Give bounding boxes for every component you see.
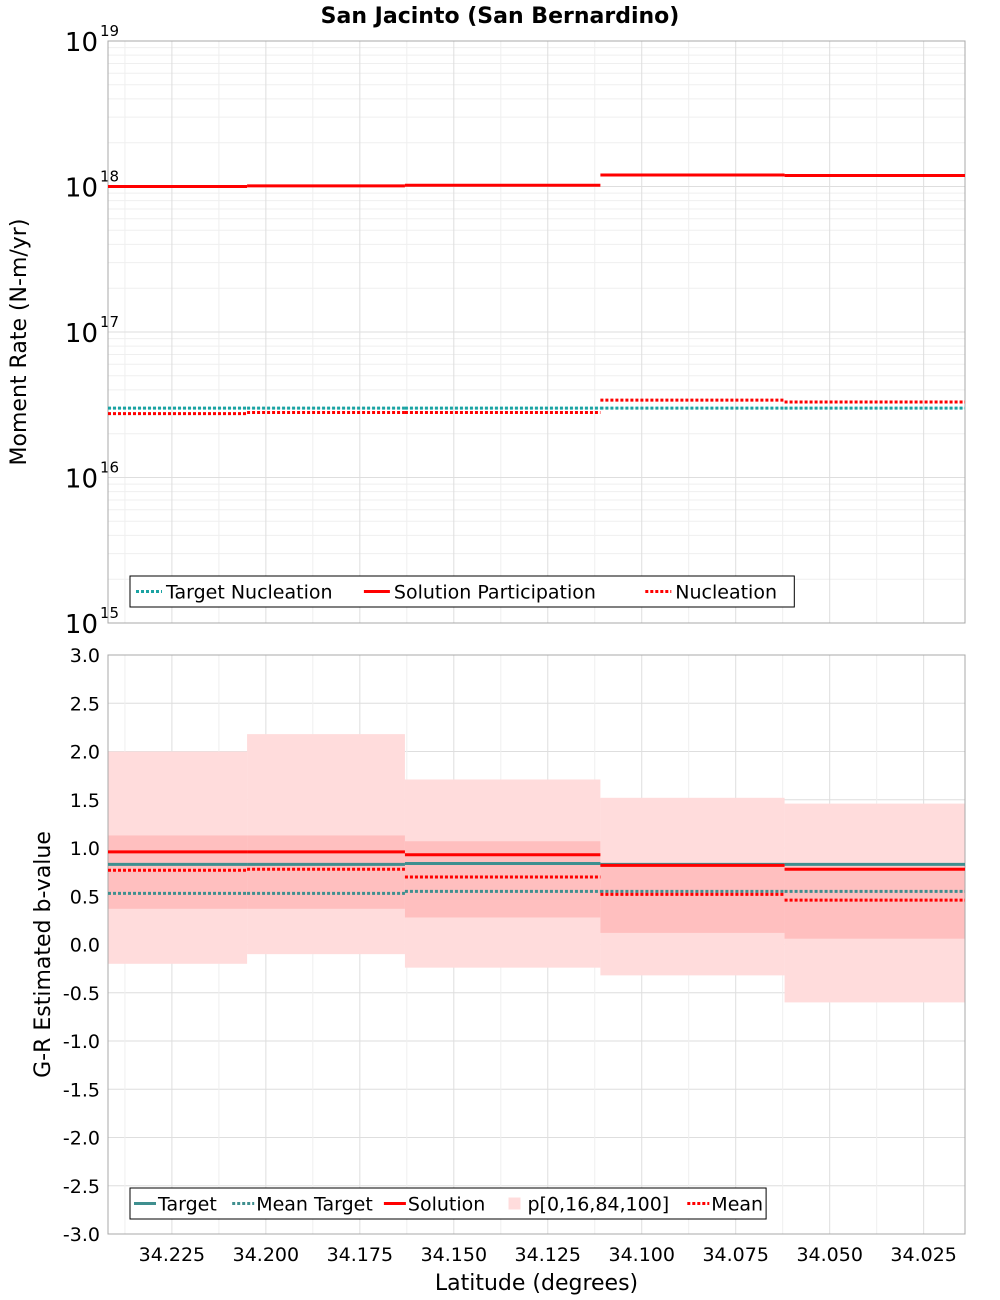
y-tick-base: 10	[65, 28, 98, 58]
y-tick-exponent: 18	[100, 168, 119, 186]
y-tick-label: -2.0	[63, 1128, 100, 1150]
x-tick-label: 34.050	[796, 1244, 862, 1266]
x-tick-label: 34.125	[515, 1244, 581, 1266]
band-p16-p84	[404, 841, 601, 918]
legend-swatch	[508, 1197, 521, 1210]
y-tick-exponent: 16	[100, 459, 119, 477]
x-tick-label: 34.150	[421, 1244, 487, 1266]
y-tick-base: 10	[65, 610, 98, 640]
legend-label: Target	[157, 1194, 217, 1216]
band-p16-p84	[247, 835, 405, 909]
y-tick-exponent: 15	[100, 604, 119, 622]
y-tick-label: -1.5	[63, 1079, 100, 1101]
chart-title: San Jacinto (San Bernardino)	[320, 4, 680, 29]
y-tick-label: 3.0	[70, 645, 100, 667]
y-tick-exponent: 17	[100, 313, 119, 331]
x-tick-label: 34.175	[327, 1244, 393, 1266]
legend-label: Mean Target	[256, 1194, 373, 1216]
y-tick-label: 1.0	[70, 838, 100, 860]
bottom-panel: 3.0 2.5 2.0 1.5 1.0 0.5 0.0 -0.5 -1.0 -1.5 -2.0 -2.…	[31, 645, 966, 1296]
y-tick-label: 0.0	[70, 935, 100, 957]
y-tick-base: 10	[65, 465, 98, 495]
y-tick-label: 2.0	[70, 742, 100, 764]
y-tick-label: -1.0	[63, 1031, 100, 1053]
legend-label: Target Nucleation	[165, 582, 333, 604]
y-tick-label: 2.5	[70, 693, 100, 715]
y-tick-label: 1.5	[70, 790, 100, 812]
plot-frame	[107, 40, 966, 624]
legend-label: p[0,16,84,100]	[528, 1194, 670, 1216]
y-tick-base: 10	[65, 174, 98, 204]
band-p16-p84	[108, 835, 248, 909]
x-tick-label: 34.100	[609, 1244, 675, 1266]
legend: Target Mean Target Solution p[0,16,84,100] M…	[129, 1187, 767, 1220]
legend-label: Nucleation	[675, 582, 777, 604]
y-axis-label: Moment Rate (N-m/yr)	[7, 219, 32, 466]
y-tick-label: -3.0	[63, 1224, 100, 1246]
y-tick-base: 10	[65, 319, 98, 349]
legend-box	[129, 575, 795, 608]
band-p16-p84	[600, 863, 785, 933]
legend-label: Solution Participation	[394, 582, 596, 604]
x-tick-label: 34.025	[890, 1244, 956, 1266]
x-axis-label: Latitude (degrees)	[435, 1271, 638, 1296]
y-tick-label: -2.5	[63, 1176, 100, 1198]
legend-box	[129, 1187, 767, 1220]
y-tick-exponent: 19	[100, 22, 119, 40]
legend-label: Solution	[408, 1194, 485, 1216]
x-tick-label: 34.225	[139, 1244, 205, 1266]
x-tick-label: 34.075	[702, 1244, 768, 1266]
band-p16-p84	[784, 866, 965, 939]
legend-label: Mean	[711, 1194, 763, 1216]
y-axis-label: G-R Estimated b-value	[31, 831, 56, 1078]
x-tick-label: 34.200	[233, 1244, 299, 1266]
y-tick-label: 0.5	[70, 886, 100, 908]
legend: Target Nucleation Solution Participation N…	[129, 575, 795, 608]
plot-frame	[107, 654, 966, 1235]
y-tick-label: -0.5	[63, 983, 100, 1005]
